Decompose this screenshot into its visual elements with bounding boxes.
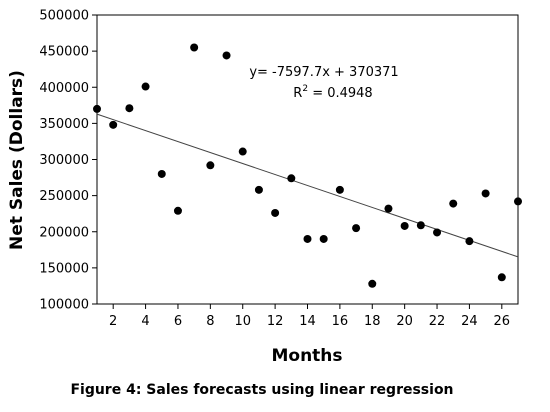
trendline — [96, 113, 519, 258]
y-tick-label: 300000 — [39, 153, 89, 168]
data-point — [157, 169, 166, 178]
y-axis-label: Net Sales (Dollars) — [7, 70, 27, 250]
y-tick-label: 400000 — [39, 81, 89, 96]
x-tick-label: 26 — [494, 314, 511, 329]
data-point — [141, 82, 150, 91]
r-squared-sup: 2 — [302, 84, 308, 94]
data-point — [271, 208, 280, 217]
regression-equation: y= -7597.7x + 370371 — [249, 65, 398, 80]
data-point — [416, 221, 425, 230]
data-point — [400, 221, 409, 230]
x-tick-label: 20 — [396, 314, 413, 329]
data-point — [238, 147, 247, 156]
data-point — [303, 234, 312, 243]
x-tick-label: 24 — [461, 314, 478, 329]
y-tick-label: 500000 — [39, 9, 89, 24]
x-axis-ticks: 2 4 6 8 10 12 14 16 18 20 22 24 26 — [109, 304, 510, 329]
x-tick-label: 12 — [267, 314, 284, 329]
x-tick-label: 18 — [364, 314, 381, 329]
x-tick-label: 2 — [109, 314, 117, 329]
data-point — [109, 120, 118, 129]
y-tick-label: 450000 — [39, 45, 89, 60]
data-point — [190, 43, 199, 52]
r-squared-prefix: R — [293, 86, 302, 101]
x-tick-label: 22 — [429, 314, 446, 329]
x-tick-label: 4 — [141, 314, 149, 329]
data-point — [206, 161, 215, 170]
data-point — [254, 185, 263, 194]
plot-frame — [96, 14, 519, 305]
data-point — [384, 204, 393, 213]
data-point — [481, 189, 490, 198]
x-tick-label: 8 — [206, 314, 214, 329]
data-point — [497, 273, 506, 282]
data-point — [287, 174, 296, 183]
x-tick-label: 14 — [299, 314, 316, 329]
data-point — [352, 224, 361, 233]
r-squared-label: R2 = 0.4948 — [293, 84, 372, 101]
x-tick-label: 10 — [234, 314, 251, 329]
data-point — [125, 104, 134, 113]
figure-caption: Figure 4: Sales forecasts using linear r… — [70, 382, 453, 398]
data-point — [449, 199, 458, 208]
y-tick-label: 150000 — [39, 261, 89, 276]
x-axis-label: Months — [271, 346, 342, 366]
data-point — [173, 206, 182, 215]
x-tick-label: 16 — [332, 314, 349, 329]
data-point — [319, 234, 328, 243]
data-point — [222, 51, 231, 60]
data-point — [465, 237, 474, 246]
y-tick-label: 100000 — [39, 298, 89, 313]
data-points — [93, 43, 522, 288]
data-point — [93, 104, 101, 113]
y-tick-label: 250000 — [39, 189, 89, 204]
y-tick-label: 200000 — [39, 225, 89, 240]
data-point — [368, 279, 377, 288]
data-point — [514, 197, 522, 206]
y-axis-ticks: 100000 150000 200000 250000 300000 350000 4000… — [39, 9, 97, 313]
y-tick-label: 350000 — [39, 117, 89, 132]
data-point — [335, 185, 344, 194]
data-point — [433, 228, 442, 237]
r-squared-value: = 0.4948 — [308, 86, 373, 101]
x-tick-label: 6 — [174, 314, 182, 329]
